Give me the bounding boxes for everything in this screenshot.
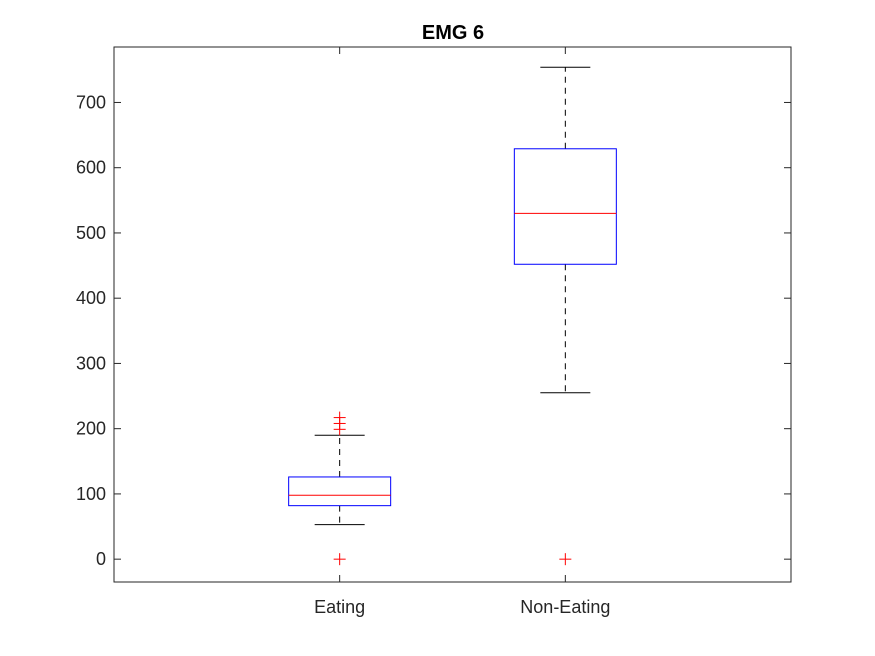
chart-title: EMG 6 bbox=[422, 22, 484, 44]
box-group-eating bbox=[288, 411, 392, 566]
y-tick-label: 300 bbox=[76, 353, 106, 373]
y-tick-label: 500 bbox=[76, 223, 106, 243]
y-tick-label: 200 bbox=[76, 419, 106, 439]
outlier-marker bbox=[333, 411, 346, 424]
y-tick-label: 400 bbox=[76, 288, 106, 308]
x-tick-label: Non-Eating bbox=[520, 597, 610, 617]
y-tick-label: 0 bbox=[96, 549, 106, 569]
box-group-non-eating bbox=[513, 66, 617, 566]
x-axis: Eating Non-Eating bbox=[314, 47, 610, 617]
y-axis: 0 100 200 300 400 500 600 700 bbox=[76, 92, 791, 569]
boxes-layer bbox=[288, 66, 617, 566]
y-tick-label: 600 bbox=[76, 158, 106, 178]
x-tick-label: Eating bbox=[314, 597, 365, 617]
iqr-box bbox=[288, 476, 392, 507]
outlier-marker bbox=[333, 553, 346, 566]
iqr-box bbox=[513, 148, 617, 265]
plot-area bbox=[113, 46, 792, 583]
y-tick-label: 700 bbox=[76, 92, 106, 112]
y-tick-label: 100 bbox=[76, 484, 106, 504]
outlier-marker bbox=[559, 553, 572, 566]
